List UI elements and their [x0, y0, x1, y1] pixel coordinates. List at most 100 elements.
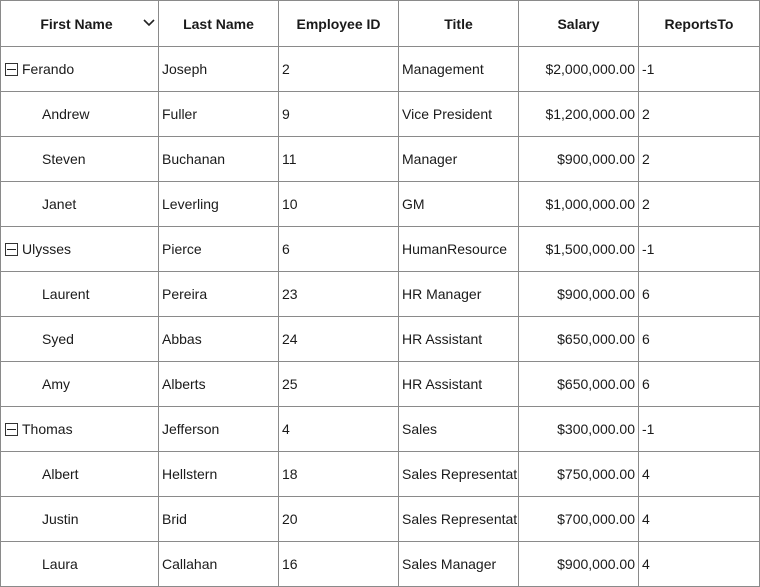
cell-last-name[interactable]: Buchanan: [159, 137, 279, 181]
cell-reports-to[interactable]: 6: [639, 362, 760, 406]
cell-salary[interactable]: $650,000.00: [519, 362, 639, 406]
cell-title[interactable]: Vice President: [399, 92, 519, 136]
cell-last-name[interactable]: Callahan: [159, 542, 279, 586]
cell-first-name[interactable]: Laura: [1, 542, 159, 586]
parent-row[interactable]: Thomas Jefferson 4 Sales $300,000.00 -1: [1, 407, 760, 452]
child-row[interactable]: Albert Hellstern 18 Sales Representat $750,0…: [1, 452, 760, 497]
cell-salary[interactable]: $900,000.00: [519, 272, 639, 316]
cell-reports-to[interactable]: 4: [639, 497, 760, 541]
cell-employee-id[interactable]: 23: [279, 272, 399, 316]
column-header-first-name[interactable]: First Name: [1, 1, 159, 46]
column-header-last-name[interactable]: Last Name: [159, 1, 279, 46]
child-row[interactable]: Andrew Fuller 9 Vice President $1,200,000.00…: [1, 92, 760, 137]
column-header-reports-to[interactable]: ReportsTo: [639, 1, 760, 46]
parent-row[interactable]: Ulysses Pierce 6 HumanResource $1,500,000.00…: [1, 227, 760, 272]
cell-salary[interactable]: $2,000,000.00: [519, 47, 639, 91]
cell-last-name[interactable]: Jefferson: [159, 407, 279, 451]
cell-employee-id[interactable]: 16: [279, 542, 399, 586]
reports-to-text: 2: [642, 196, 650, 212]
child-row[interactable]: Laurent Pereira 23 HR Manager $900,000.00 6: [1, 272, 760, 317]
cell-title[interactable]: Manager: [399, 137, 519, 181]
cell-employee-id[interactable]: 4: [279, 407, 399, 451]
cell-title[interactable]: HR Assistant: [399, 362, 519, 406]
cell-salary[interactable]: $650,000.00: [519, 317, 639, 361]
cell-first-name[interactable]: Syed: [1, 317, 159, 361]
cell-reports-to[interactable]: -1: [639, 47, 760, 91]
cell-first-name[interactable]: Albert: [1, 452, 159, 496]
minus-box-icon[interactable]: [5, 62, 18, 76]
column-header-title[interactable]: Title: [399, 1, 519, 46]
title-text: Vice President: [402, 106, 493, 122]
salary-text: $900,000.00: [557, 556, 635, 572]
child-row[interactable]: Syed Abbas 24 HR Assistant $650,000.00 6: [1, 317, 760, 362]
first-name-text: Ferando: [22, 61, 75, 77]
cell-salary[interactable]: $1,500,000.00: [519, 227, 639, 271]
cell-employee-id[interactable]: 18: [279, 452, 399, 496]
cell-employee-id[interactable]: 2: [279, 47, 399, 91]
cell-title[interactable]: GM: [399, 182, 519, 226]
cell-salary[interactable]: $750,000.00: [519, 452, 639, 496]
cell-first-name[interactable]: Janet: [1, 182, 159, 226]
cell-employee-id[interactable]: 24: [279, 317, 399, 361]
cell-salary[interactable]: $900,000.00: [519, 137, 639, 181]
cell-reports-to[interactable]: 6: [639, 272, 760, 316]
cell-reports-to[interactable]: 4: [639, 542, 760, 586]
first-name-text: Ulysses: [22, 241, 72, 257]
child-row[interactable]: Justin Brid 20 Sales Representat $700,000.00…: [1, 497, 760, 542]
child-row[interactable]: Amy Alberts 25 HR Assistant $650,000.00 6: [1, 362, 760, 407]
cell-last-name[interactable]: Brid: [159, 497, 279, 541]
cell-reports-to[interactable]: 6: [639, 317, 760, 361]
cell-last-name[interactable]: Fuller: [159, 92, 279, 136]
cell-title[interactable]: Sales Representat: [399, 452, 519, 496]
cell-reports-to[interactable]: 2: [639, 137, 760, 181]
first-name-text: Albert: [42, 466, 79, 482]
cell-title[interactable]: Management: [399, 47, 519, 91]
cell-last-name[interactable]: Hellstern: [159, 452, 279, 496]
cell-first-name[interactable]: Ferando: [1, 47, 159, 91]
child-row[interactable]: Janet Leverling 10 GM $1,000,000.00 2: [1, 182, 760, 227]
cell-employee-id[interactable]: 11: [279, 137, 399, 181]
cell-salary[interactable]: $700,000.00: [519, 497, 639, 541]
cell-last-name[interactable]: Pierce: [159, 227, 279, 271]
cell-first-name[interactable]: Amy: [1, 362, 159, 406]
cell-title[interactable]: HR Manager: [399, 272, 519, 316]
cell-title[interactable]: Sales: [399, 407, 519, 451]
cell-employee-id[interactable]: 9: [279, 92, 399, 136]
cell-first-name[interactable]: Steven: [1, 137, 159, 181]
cell-title[interactable]: Sales Manager: [399, 542, 519, 586]
minus-box-icon[interactable]: [5, 242, 18, 256]
cell-first-name[interactable]: Laurent: [1, 272, 159, 316]
child-row[interactable]: Laura Callahan 16 Sales Manager $900,000.00 4: [1, 542, 760, 587]
cell-salary[interactable]: $900,000.00: [519, 542, 639, 586]
cell-first-name[interactable]: Ulysses: [1, 227, 159, 271]
column-header-salary[interactable]: Salary: [519, 1, 639, 46]
cell-title[interactable]: Sales Representat: [399, 497, 519, 541]
minus-box-icon[interactable]: [5, 422, 18, 436]
cell-employee-id[interactable]: 10: [279, 182, 399, 226]
cell-reports-to[interactable]: 2: [639, 182, 760, 226]
cell-first-name[interactable]: Andrew: [1, 92, 159, 136]
cell-salary[interactable]: $1,000,000.00: [519, 182, 639, 226]
cell-employee-id[interactable]: 25: [279, 362, 399, 406]
cell-reports-to[interactable]: -1: [639, 407, 760, 451]
cell-last-name[interactable]: Pereira: [159, 272, 279, 316]
column-header-employee-id[interactable]: Employee ID: [279, 1, 399, 46]
cell-employee-id[interactable]: 20: [279, 497, 399, 541]
cell-title[interactable]: HR Assistant: [399, 317, 519, 361]
cell-employee-id[interactable]: 6: [279, 227, 399, 271]
cell-last-name[interactable]: Leverling: [159, 182, 279, 226]
cell-title[interactable]: HumanResource: [399, 227, 519, 271]
cell-first-name[interactable]: Thomas: [1, 407, 159, 451]
cell-last-name[interactable]: Abbas: [159, 317, 279, 361]
chevron-down-icon[interactable]: [142, 16, 156, 30]
cell-reports-to[interactable]: 4: [639, 452, 760, 496]
cell-first-name[interactable]: Justin: [1, 497, 159, 541]
cell-reports-to[interactable]: 2: [639, 92, 760, 136]
child-row[interactable]: Steven Buchanan 11 Manager $900,000.00 2: [1, 137, 760, 182]
cell-salary[interactable]: $1,200,000.00: [519, 92, 639, 136]
cell-reports-to[interactable]: -1: [639, 227, 760, 271]
cell-last-name[interactable]: Alberts: [159, 362, 279, 406]
parent-row[interactable]: Ferando Joseph 2 Management $2,000,000.00 -1: [1, 47, 760, 92]
cell-salary[interactable]: $300,000.00: [519, 407, 639, 451]
cell-last-name[interactable]: Joseph: [159, 47, 279, 91]
